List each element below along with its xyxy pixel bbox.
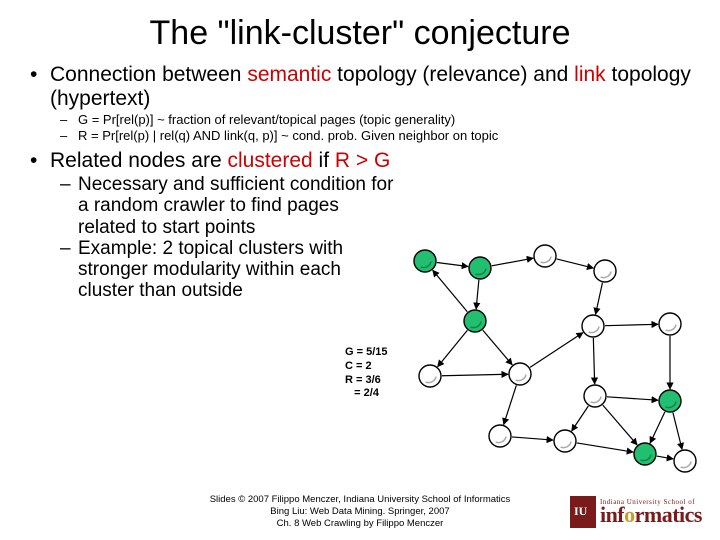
b2-mid: if [313,149,335,172]
b1-mid: topology (relevance) and [331,63,574,86]
bullet-1: Connection between semantic topology (re… [28,63,700,145]
edge [530,333,583,368]
edge [438,330,468,366]
edge [492,258,533,266]
edge [476,280,479,309]
slide-title: The "link-cluster" conjecture [20,14,700,53]
node [659,390,681,412]
node [582,315,604,337]
logo-text: informatics [600,505,702,525]
label-g: G = 5/15 [345,346,388,360]
label-r2: = 2/4 [345,387,388,401]
label-c: C = 2 [345,360,388,374]
edge [593,338,594,384]
edge [673,413,682,450]
node [414,250,436,272]
edge [572,406,589,431]
network-diagram [345,226,705,486]
node [674,450,696,472]
edge [512,437,553,440]
label-r: R = 3/6 [345,374,388,388]
edge [433,270,468,312]
edge [437,263,468,267]
edge [650,412,665,443]
node [464,310,486,332]
node [509,363,531,385]
edge [607,397,658,400]
sub-g: G = Pr[rel(p)] ~ fraction of relevant/to… [50,112,700,128]
b1-semantic: semantic [247,63,331,86]
node [594,260,616,282]
edge [483,330,512,365]
b2-clustered: clustered [227,149,312,172]
iu-icon [570,496,596,528]
edge [504,385,517,424]
b1-pre: Connection between [50,63,247,86]
node [659,313,681,335]
node [634,443,656,465]
node [469,257,491,279]
b2-cond: R > G [335,149,390,172]
edge [657,456,673,459]
diagram-labels: G = 5/15 C = 2 R = 3/6 = 2/4 [345,346,388,401]
edge [596,283,603,315]
b1-link: link [574,63,606,86]
node [534,245,556,267]
edge [577,443,633,452]
edge [605,324,658,325]
node [554,430,576,452]
node [489,425,511,447]
sub-r: R = Pr[rel(p) | rel(q) AND link(q, p)] ~… [50,128,700,144]
edge [442,374,508,375]
edge [603,405,637,445]
node [584,385,606,407]
edge [557,259,594,268]
informatics-logo: Indiana University School of informatics [570,496,702,528]
b2-pre: Related nodes are [50,149,227,172]
node [419,365,441,387]
